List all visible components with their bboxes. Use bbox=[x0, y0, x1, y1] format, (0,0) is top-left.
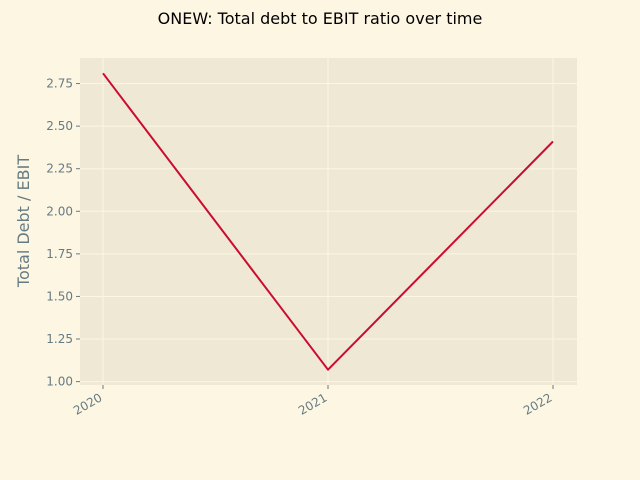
y-tick-label: 1.50 bbox=[46, 289, 73, 303]
series-group bbox=[102, 72, 554, 371]
y-tick-label: 1.25 bbox=[46, 332, 73, 346]
y-tick-label: 2.00 bbox=[46, 204, 73, 218]
y-axis: 1.00 1.25 1.50 1.75 2.00 2.25 2.50 2.75 bbox=[46, 77, 80, 389]
y-tick-label: 2.25 bbox=[46, 162, 73, 176]
y-tick-label: 1.75 bbox=[46, 247, 73, 261]
y-tick-label: 1.00 bbox=[46, 375, 73, 389]
grid-lines bbox=[80, 58, 577, 385]
series-line bbox=[102, 72, 554, 371]
y-tick-label: 2.75 bbox=[46, 77, 73, 91]
y-axis-label: Total Debt / EBIT bbox=[14, 155, 33, 288]
y-tick-label: 2.50 bbox=[46, 119, 73, 133]
chart-title: ONEW: Total debt to EBIT ratio over time bbox=[158, 9, 483, 28]
